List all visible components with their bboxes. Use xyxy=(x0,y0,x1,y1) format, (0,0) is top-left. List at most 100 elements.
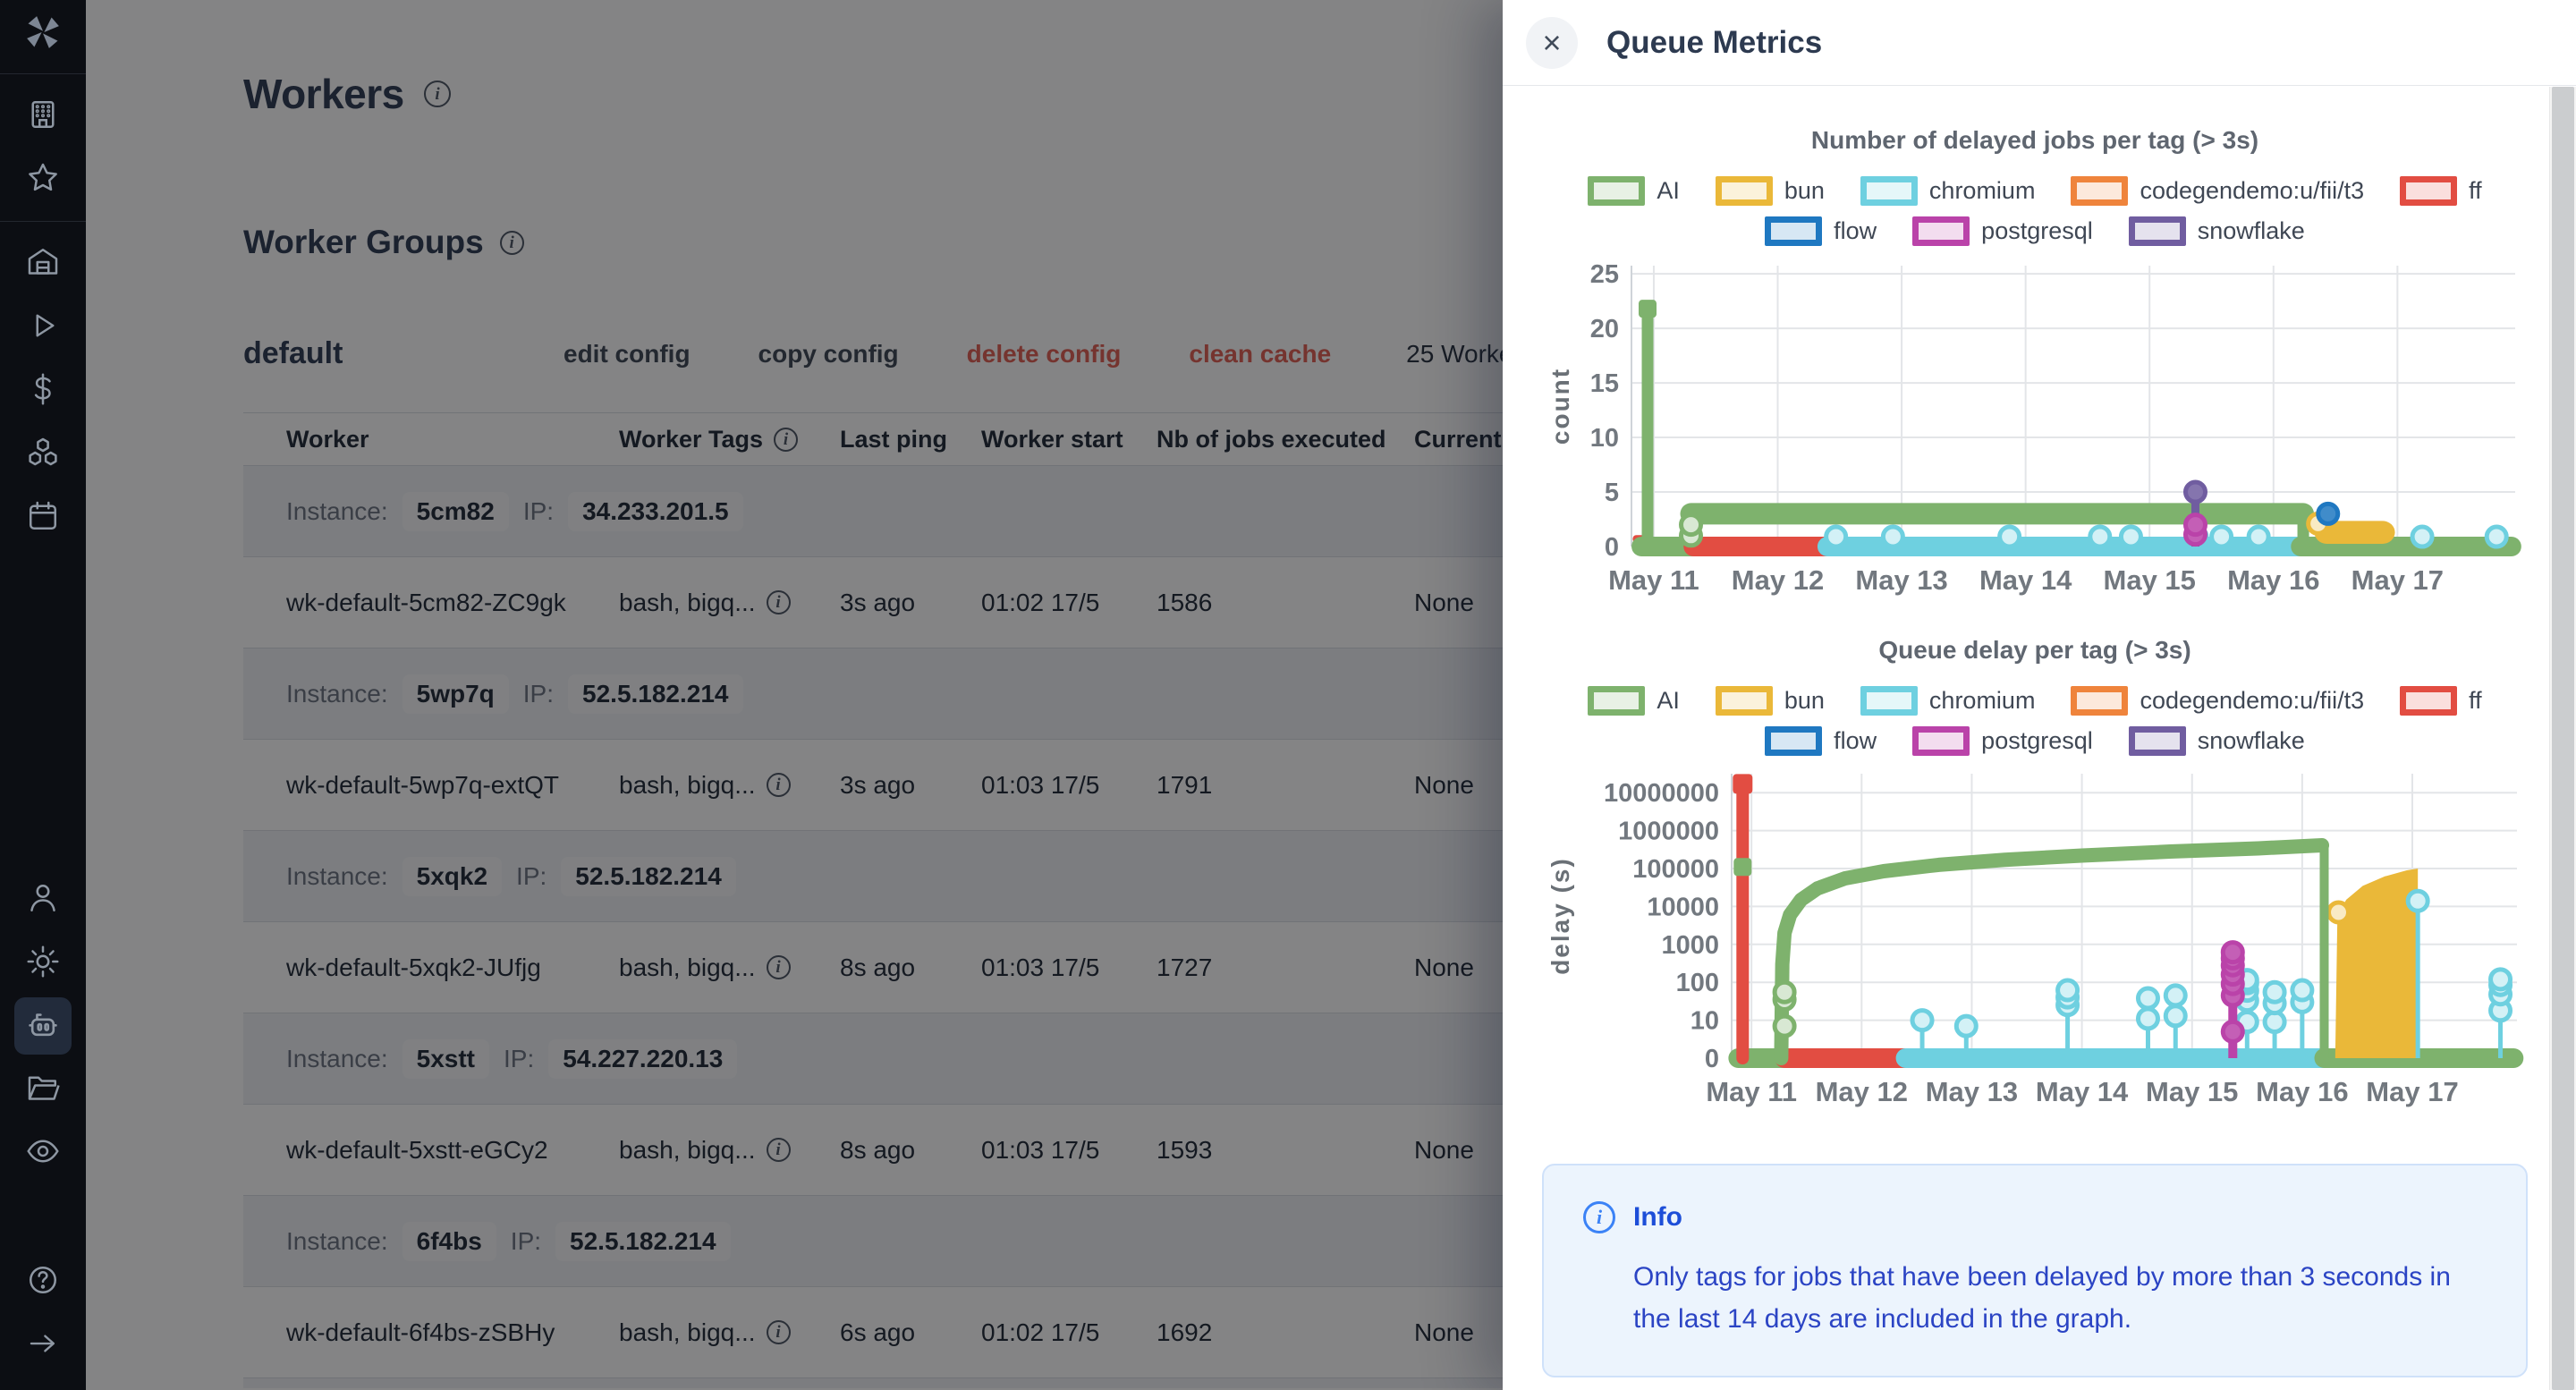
legend-label: snowflake xyxy=(2197,217,2305,244)
close-icon[interactable]: × xyxy=(1526,16,1578,69)
svg-text:1000000: 1000000 xyxy=(1618,818,1719,846)
svg-text:May 13: May 13 xyxy=(1855,564,1947,596)
legend-label: flow xyxy=(1834,217,1877,244)
sidebar-item-audit-logs[interactable] xyxy=(21,1131,64,1174)
legend-label: postgresql xyxy=(1981,217,2093,244)
legend-label: ff xyxy=(2469,687,2482,714)
info-box-title: Info xyxy=(1633,1202,1682,1232)
chart-legend: AI bun chromium codegendemo:u/fii/t3 ff flow p… xyxy=(1542,176,2528,246)
legend-item[interactable]: postgresql xyxy=(1912,216,2093,246)
arrow-right-icon xyxy=(26,1326,60,1365)
delayed-jobs-chart: 0 5 10 15 20 25 May 11 May 12 May 13 May 14 May 15… xyxy=(1546,260,2521,596)
legend-item[interactable]: flow xyxy=(1765,726,1877,756)
legend-swatch-icon xyxy=(2071,686,2129,716)
legend-item[interactable]: codegendemo:u/fii/t3 xyxy=(2071,686,2364,716)
legend-item[interactable]: codegendemo:u/fii/t3 xyxy=(2071,176,2364,206)
svg-text:May 11: May 11 xyxy=(1608,564,1699,596)
legend-item[interactable]: ff xyxy=(2400,686,2482,716)
legend-swatch-icon xyxy=(1715,176,1773,206)
svg-text:May 11: May 11 xyxy=(1706,1076,1797,1107)
folder-icon xyxy=(25,1070,61,1110)
legend-swatch-icon xyxy=(1860,686,1918,716)
legend-swatch-icon xyxy=(1588,686,1646,716)
drawer-body: Number of delayed jobs per tag (> 3s) AI… xyxy=(1503,87,2549,1390)
svg-text:0: 0 xyxy=(1605,533,1619,562)
svg-text:0: 0 xyxy=(1705,1045,1719,1073)
windmill-logo-icon[interactable] xyxy=(21,11,64,54)
legend-swatch-icon xyxy=(1912,726,1970,756)
legend-label: snowflake xyxy=(2197,727,2305,754)
drawer-header: × Queue Metrics xyxy=(1503,0,2576,86)
sidebar-item-schedules[interactable] xyxy=(21,496,64,539)
legend-label: AI xyxy=(1657,177,1680,204)
legend-swatch-icon xyxy=(1765,216,1823,246)
legend-swatch-icon xyxy=(1588,176,1646,206)
queue-delay-chart: 0 10 100 1000 10000 100000 1000000 10000000 May … xyxy=(1546,774,2524,1107)
building-icon xyxy=(25,97,61,137)
legend-item[interactable]: bun xyxy=(1715,176,1825,206)
sidebar-divider xyxy=(0,221,86,222)
sidebar-item-collapse[interactable] xyxy=(21,1324,64,1367)
legend-item[interactable]: chromium xyxy=(1860,176,2036,206)
legend-item[interactable]: chromium xyxy=(1860,686,2035,716)
cubes-icon xyxy=(25,435,61,475)
sidebar-item-home[interactable] xyxy=(21,242,64,285)
legend-item[interactable]: bun xyxy=(1715,686,1825,716)
sidebar-item-runs[interactable] xyxy=(21,306,64,349)
legend-label: codegendemo:u/fii/t3 xyxy=(2140,687,2365,714)
legend-item[interactable]: flow xyxy=(1765,216,1877,246)
legend-item[interactable]: AI xyxy=(1588,176,1680,206)
sidebar-item-resources[interactable] xyxy=(21,433,64,476)
svg-text:May 14: May 14 xyxy=(2036,1076,2129,1107)
legend-item[interactable]: ff xyxy=(2400,176,2482,206)
legend-label: AI xyxy=(1657,687,1680,714)
sidebar-item-workspace[interactable] xyxy=(21,95,64,138)
svg-text:20: 20 xyxy=(1590,315,1619,343)
svg-text:delay (s): delay (s) xyxy=(1546,857,1574,975)
drawer-title: Queue Metrics xyxy=(1606,24,1823,60)
chart-title-queue-delay: Queue delay per tag (> 3s) xyxy=(1878,636,2191,664)
eye-icon xyxy=(25,1133,61,1174)
svg-text:May 17: May 17 xyxy=(2366,1076,2458,1107)
legend-swatch-icon xyxy=(1715,686,1773,716)
legend-item[interactable]: snowflake xyxy=(2128,216,2305,246)
svg-text:10000000: 10000000 xyxy=(1604,779,1719,808)
legend-swatch-icon xyxy=(2128,726,2186,756)
drawer-scrollbar[interactable] xyxy=(2549,87,2576,1390)
user-icon xyxy=(25,880,61,920)
legend-swatch-icon xyxy=(1765,726,1823,756)
svg-text:May 12: May 12 xyxy=(1732,564,1824,596)
legend-swatch-icon xyxy=(1912,216,1970,246)
chart-legend: AI bun chromium codegendemo:u/fii/t3 ff flow p… xyxy=(1542,686,2528,756)
chart-title-delayed-jobs: Number of delayed jobs per tag (> 3s) xyxy=(1810,126,2259,154)
sidebar-item-folders[interactable] xyxy=(21,1068,64,1111)
sidebar-item-settings[interactable] xyxy=(21,942,64,985)
legend-item[interactable]: postgresql xyxy=(1912,726,2093,756)
svg-text:100: 100 xyxy=(1676,969,1719,997)
dollar-icon xyxy=(25,371,61,411)
legend-item[interactable]: snowflake xyxy=(2128,726,2305,756)
gear-icon xyxy=(25,944,61,984)
queue-metrics-drawer: × Queue Metrics Number of delayed jobs p… xyxy=(1503,0,2576,1390)
legend-label: chromium xyxy=(1928,177,2036,204)
home-icon xyxy=(25,244,61,284)
svg-text:May 12: May 12 xyxy=(1816,1076,1908,1107)
svg-text:May 17: May 17 xyxy=(2351,564,2444,596)
svg-text:25: 25 xyxy=(1590,260,1619,289)
scrollbar-thumb[interactable] xyxy=(2552,87,2574,1390)
sidebar-item-help[interactable] xyxy=(21,1260,64,1303)
legend-item[interactable]: AI xyxy=(1588,686,1680,716)
sidebar-item-workers[interactable] xyxy=(14,997,72,1055)
legend-swatch-icon xyxy=(2071,176,2129,206)
sidebar-item-favorites[interactable] xyxy=(21,158,64,201)
sidebar-item-users[interactable] xyxy=(21,878,64,921)
legend-swatch-icon xyxy=(2400,176,2458,206)
svg-text:10000: 10000 xyxy=(1647,893,1719,921)
svg-text:count: count xyxy=(1546,368,1574,445)
info-icon xyxy=(1583,1201,1615,1233)
legend-label: bun xyxy=(1784,177,1825,204)
play-icon xyxy=(25,308,61,348)
svg-text:10: 10 xyxy=(1690,1007,1719,1036)
sidebar-item-variables[interactable] xyxy=(21,369,64,412)
svg-text:May 13: May 13 xyxy=(1926,1076,2018,1107)
